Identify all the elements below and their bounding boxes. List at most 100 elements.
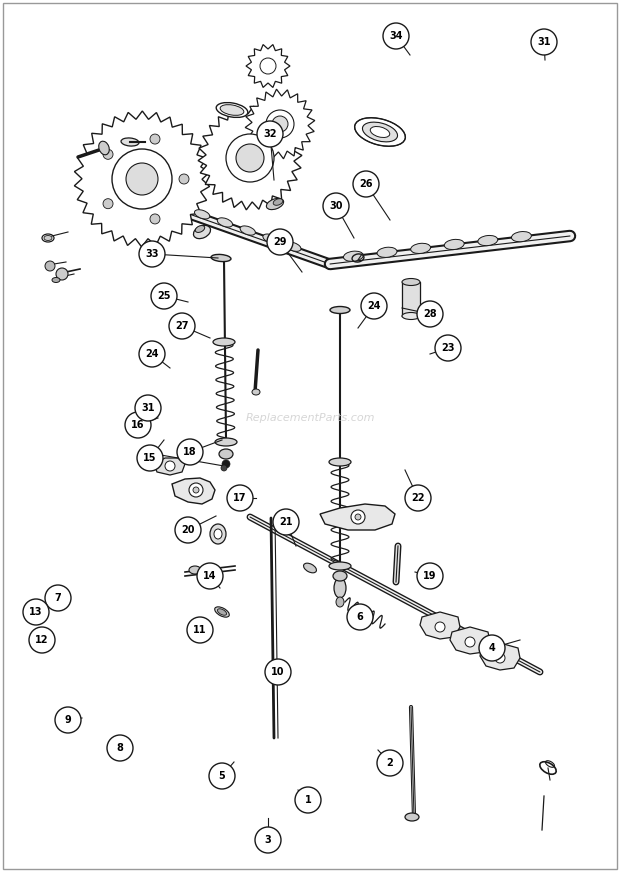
- Ellipse shape: [343, 251, 363, 262]
- Circle shape: [353, 171, 379, 197]
- Text: 11: 11: [193, 625, 206, 635]
- Circle shape: [45, 585, 71, 611]
- Ellipse shape: [219, 449, 233, 459]
- Circle shape: [103, 149, 113, 160]
- Text: 10: 10: [272, 667, 285, 677]
- Ellipse shape: [402, 312, 420, 319]
- Circle shape: [355, 514, 361, 520]
- Circle shape: [295, 787, 321, 813]
- Ellipse shape: [329, 458, 351, 466]
- Ellipse shape: [267, 199, 283, 209]
- Circle shape: [175, 517, 201, 543]
- Ellipse shape: [195, 226, 205, 233]
- Circle shape: [135, 395, 161, 421]
- Text: 5: 5: [219, 771, 226, 781]
- Circle shape: [23, 599, 49, 625]
- Circle shape: [45, 261, 55, 271]
- Circle shape: [265, 659, 291, 685]
- Text: 32: 32: [264, 129, 277, 139]
- Circle shape: [177, 439, 203, 465]
- Circle shape: [150, 134, 160, 144]
- Text: 21: 21: [279, 517, 293, 527]
- Polygon shape: [154, 458, 185, 475]
- Circle shape: [126, 163, 158, 195]
- Text: 4: 4: [489, 643, 495, 653]
- Circle shape: [267, 229, 293, 255]
- Polygon shape: [402, 282, 420, 316]
- Ellipse shape: [215, 607, 229, 617]
- Polygon shape: [198, 106, 302, 210]
- Ellipse shape: [195, 209, 210, 219]
- Ellipse shape: [286, 242, 301, 251]
- Circle shape: [227, 485, 253, 511]
- Ellipse shape: [189, 566, 201, 574]
- Ellipse shape: [330, 306, 350, 314]
- Text: ReplacementParts.com: ReplacementParts.com: [246, 413, 374, 423]
- Text: 17: 17: [233, 493, 247, 503]
- Text: 29: 29: [273, 237, 286, 247]
- Circle shape: [531, 29, 557, 55]
- Circle shape: [383, 23, 409, 49]
- Text: 26: 26: [359, 179, 373, 189]
- Ellipse shape: [99, 141, 109, 155]
- Text: 34: 34: [389, 31, 403, 41]
- Text: 2: 2: [387, 758, 393, 768]
- Circle shape: [479, 635, 505, 661]
- Text: 24: 24: [145, 349, 159, 359]
- Text: 25: 25: [157, 291, 170, 301]
- Text: 7: 7: [55, 593, 61, 603]
- Circle shape: [435, 335, 461, 361]
- Circle shape: [273, 509, 299, 535]
- Text: 20: 20: [181, 525, 195, 535]
- Ellipse shape: [355, 118, 405, 146]
- Ellipse shape: [44, 235, 52, 241]
- Circle shape: [361, 293, 387, 319]
- Circle shape: [137, 445, 163, 471]
- Text: 18: 18: [183, 447, 197, 457]
- Text: 1: 1: [304, 795, 311, 805]
- Text: 19: 19: [423, 571, 436, 581]
- Ellipse shape: [405, 813, 419, 821]
- Ellipse shape: [402, 278, 420, 285]
- Circle shape: [405, 485, 431, 511]
- Circle shape: [197, 563, 223, 589]
- Ellipse shape: [336, 597, 344, 607]
- Circle shape: [150, 214, 160, 224]
- Circle shape: [169, 313, 195, 339]
- Ellipse shape: [329, 562, 351, 570]
- Ellipse shape: [512, 232, 531, 242]
- Polygon shape: [450, 627, 490, 654]
- Ellipse shape: [334, 578, 346, 598]
- Text: 24: 24: [367, 301, 381, 311]
- Polygon shape: [320, 504, 395, 530]
- Ellipse shape: [263, 234, 278, 243]
- Circle shape: [351, 510, 365, 524]
- Circle shape: [187, 617, 213, 643]
- Text: 13: 13: [29, 607, 43, 617]
- Text: 15: 15: [143, 453, 157, 463]
- Circle shape: [165, 461, 175, 471]
- Circle shape: [103, 199, 113, 208]
- Ellipse shape: [304, 563, 316, 573]
- Ellipse shape: [363, 122, 397, 142]
- Text: 30: 30: [329, 201, 343, 211]
- Text: 6: 6: [356, 612, 363, 622]
- Text: 33: 33: [145, 249, 159, 259]
- Text: 8: 8: [117, 743, 123, 753]
- Circle shape: [56, 268, 68, 280]
- Circle shape: [377, 750, 403, 776]
- Circle shape: [139, 241, 165, 267]
- Text: 12: 12: [35, 635, 49, 645]
- Polygon shape: [245, 89, 315, 159]
- Polygon shape: [246, 44, 290, 87]
- Circle shape: [139, 341, 165, 367]
- Polygon shape: [420, 612, 460, 639]
- Ellipse shape: [217, 218, 232, 227]
- Circle shape: [266, 110, 294, 138]
- Ellipse shape: [211, 255, 231, 262]
- Circle shape: [417, 301, 443, 327]
- Ellipse shape: [210, 524, 226, 544]
- Circle shape: [221, 465, 227, 471]
- Ellipse shape: [121, 138, 139, 146]
- Polygon shape: [480, 643, 520, 670]
